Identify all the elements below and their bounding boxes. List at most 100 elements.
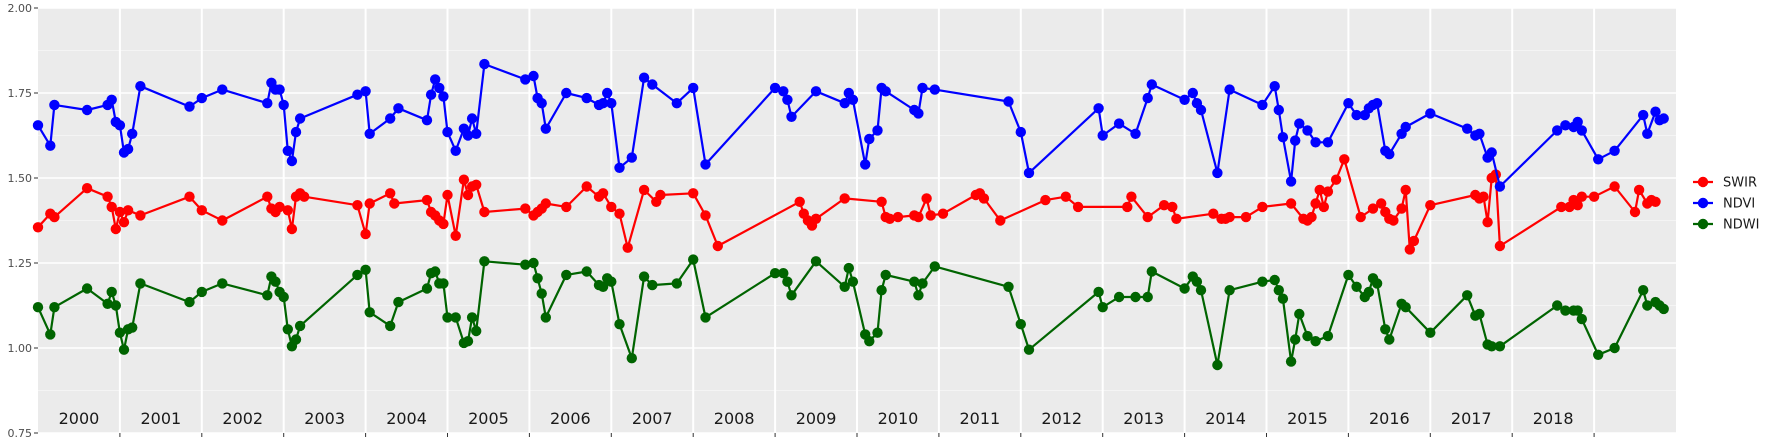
ndwi-point xyxy=(913,290,924,301)
ndwi-point xyxy=(536,288,547,299)
ndwi-point xyxy=(479,256,490,267)
swir-point xyxy=(1167,201,1178,213)
ndvi-point xyxy=(1572,116,1583,128)
swir-point xyxy=(606,201,617,213)
series xyxy=(32,58,1669,371)
year-label: 2009 xyxy=(796,409,837,428)
year-label: 2001 xyxy=(140,409,181,428)
ndvi-point xyxy=(421,115,433,126)
ndwi-point xyxy=(81,283,93,294)
ndvi-point xyxy=(688,82,699,94)
ndwi-point xyxy=(135,278,146,289)
ndwi-point xyxy=(352,269,363,281)
ndwi-point xyxy=(1384,334,1395,345)
ndvi-point xyxy=(393,103,404,114)
ndvi-point xyxy=(626,152,637,163)
ndwi-point xyxy=(106,286,117,298)
ndvi-point xyxy=(262,98,273,109)
swir-point xyxy=(1126,191,1137,202)
ndwi-point xyxy=(1425,327,1436,338)
ndwi-point xyxy=(49,302,60,313)
ndvi-point xyxy=(438,91,449,102)
ndvi-point xyxy=(1179,94,1190,106)
ndwi-point xyxy=(290,334,302,345)
ndwi-point xyxy=(1294,308,1305,320)
y-tick-label: 1.75 xyxy=(8,87,33,100)
ndvi-point xyxy=(1638,109,1649,121)
ndwi-point xyxy=(360,264,371,275)
year-label: 2005 xyxy=(468,409,509,428)
swir-point xyxy=(450,230,461,241)
ndwi-point xyxy=(778,268,789,279)
ndwi-point xyxy=(688,254,699,265)
ndwi-point xyxy=(1003,281,1014,292)
ndvi-point xyxy=(581,92,592,104)
ndwi-point xyxy=(471,325,482,337)
swir-point xyxy=(1339,154,1350,165)
grid xyxy=(38,7,1676,434)
swir-point xyxy=(421,194,433,206)
ndwi-point xyxy=(1552,300,1563,311)
ndvi-point xyxy=(1224,84,1235,95)
ndwi-point xyxy=(262,290,273,301)
ndvi-point xyxy=(81,104,93,116)
ndwi-point xyxy=(45,329,56,340)
swir-point xyxy=(1572,200,1583,211)
legend-label: SWIR xyxy=(1723,176,1757,191)
ndwi-point xyxy=(1462,290,1473,301)
ndvi-point xyxy=(597,98,609,109)
swir-point xyxy=(614,208,625,219)
swir-point xyxy=(352,200,363,211)
ndwi-point xyxy=(1093,286,1104,298)
ndwi-point xyxy=(1576,313,1588,325)
ndvi-point xyxy=(614,162,625,173)
swir-point xyxy=(106,201,117,213)
ndwi-point xyxy=(1609,342,1620,354)
ndvi-point xyxy=(106,94,117,106)
ndwi-point xyxy=(872,327,883,338)
swir-point xyxy=(102,191,113,202)
year-label: 2014 xyxy=(1205,409,1246,428)
ndwi-point xyxy=(1351,281,1362,292)
ndvi-point xyxy=(1486,147,1497,158)
swir-point xyxy=(1478,191,1489,202)
swir-point xyxy=(1060,191,1072,202)
ndvi-point xyxy=(479,58,490,70)
ndwi-point xyxy=(1097,302,1108,313)
ndvi-point xyxy=(450,145,461,156)
ndwi-point xyxy=(1572,305,1583,316)
ndwi-point xyxy=(450,312,461,323)
swir-point xyxy=(118,217,130,228)
swir-point xyxy=(638,184,650,196)
legend-key-point xyxy=(1697,197,1709,209)
swir-point xyxy=(462,189,474,201)
ndvi-point xyxy=(32,120,44,131)
swir-point xyxy=(688,188,699,199)
ndvi-point xyxy=(647,79,658,90)
legend-label: NDVI xyxy=(1723,197,1755,212)
ndvi-point xyxy=(1642,128,1653,139)
ndwi-point xyxy=(520,259,531,270)
ndvi-point xyxy=(864,133,875,145)
ndvi-point xyxy=(1130,128,1141,139)
ndvi-point xyxy=(1371,98,1383,109)
ndwi-point xyxy=(1290,334,1301,345)
ndwi-point xyxy=(1371,278,1383,289)
ndwi-point xyxy=(102,298,113,309)
ndvi-point xyxy=(1302,125,1313,136)
y-tick-label: 1.50 xyxy=(8,172,33,185)
swir-point xyxy=(282,205,293,216)
ndwi-point xyxy=(1195,285,1207,296)
swir-point xyxy=(884,213,895,224)
ndwi-point xyxy=(786,290,797,301)
ndwi-point xyxy=(184,296,195,308)
ndvi-point xyxy=(1093,103,1104,114)
swir-point xyxy=(1171,213,1182,224)
y-tick-label: 1.25 xyxy=(8,257,33,270)
ndvi-point xyxy=(471,128,482,139)
swir-point xyxy=(1072,201,1084,213)
ndvi-point xyxy=(1462,123,1473,134)
ndwi-point xyxy=(1277,293,1289,304)
ndvi-point xyxy=(430,74,441,85)
swir-point xyxy=(1376,198,1387,209)
